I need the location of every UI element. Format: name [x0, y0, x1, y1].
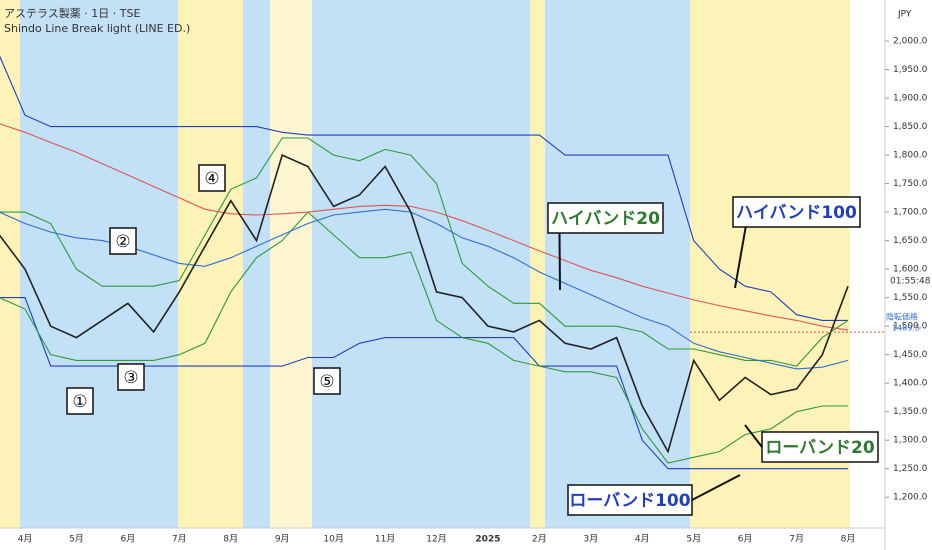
label-box — [732, 196, 861, 228]
series-line — [0, 55, 848, 321]
series-line — [0, 137, 849, 367]
x-tick-label: 9月 — [275, 534, 290, 545]
x-tick-label: 6月 — [121, 534, 136, 545]
y-tick-label: 1,500.0 — [893, 322, 928, 332]
y-tick-label: 1,700.0 — [893, 208, 928, 218]
annotation-box — [66, 387, 94, 415]
x-tick-label: 4月 — [18, 534, 33, 545]
y-tick-label: 1,900.0 — [893, 94, 928, 104]
shade — [545, 0, 690, 528]
shade — [530, 0, 545, 528]
shade — [312, 0, 530, 528]
shade — [20, 0, 178, 528]
chart-subtitle: Shindo Line Break light (LINE ED.) — [4, 22, 190, 35]
shade — [270, 0, 312, 528]
y-tick-label: 1,550.0 — [893, 293, 928, 303]
x-tick-label: 6月 — [738, 534, 753, 545]
price-tag-label: 陰転価格 — [886, 312, 918, 322]
annotation-box — [117, 363, 145, 391]
clock-bg — [886, 274, 932, 288]
series-label: ハイバンド20 — [551, 209, 660, 229]
y-tick-label: 1,750.0 — [893, 179, 928, 189]
y-tick-label: 1,400.0 — [893, 379, 928, 389]
label-arrow — [558, 232, 561, 291]
label-arrow — [691, 474, 741, 501]
label-box — [547, 202, 664, 234]
x-tick-label: 7月 — [789, 534, 804, 545]
label-arrow — [744, 424, 763, 448]
y-tick-label: 1,450.0 — [893, 350, 928, 360]
shade — [0, 0, 20, 528]
y-tick-label: 1,300.0 — [893, 436, 928, 446]
shade — [243, 0, 270, 528]
series-line — [0, 123, 849, 331]
x-tick-label: 5月 — [686, 534, 701, 545]
x-tick-label: 8月 — [223, 534, 238, 545]
currency: JPY — [897, 10, 912, 20]
y-tick-label: 1,850.0 — [893, 122, 928, 132]
background-shading — [0, 0, 850, 528]
y-tick-label: 1,650.0 — [893, 236, 928, 246]
y-tick-label: 1,600.0 — [893, 265, 928, 275]
annotation: ① — [72, 392, 87, 412]
y-tick-label: 1,950.0 — [893, 65, 928, 75]
x-tick-label: 11月 — [375, 534, 395, 545]
series-line — [0, 211, 848, 464]
clock: 01:55:48 — [890, 277, 931, 287]
y-tick-label: 1,200.0 — [893, 493, 928, 503]
annotation: ③ — [123, 368, 138, 388]
series-label: ローバンド100 — [569, 491, 690, 511]
x-tick-label: 7月 — [172, 534, 187, 545]
x-tick-label: 12月 — [426, 534, 446, 545]
annotation-box — [313, 367, 341, 395]
y-tick-label: 1,350.0 — [893, 407, 928, 417]
x-tick-label: 3月 — [583, 534, 598, 545]
annotation-box — [198, 164, 226, 192]
x-tick-label: 5月 — [69, 534, 84, 545]
x-tick-label: 8月 — [841, 534, 856, 545]
x-tick-label: 2025 — [475, 535, 500, 545]
series-line — [0, 154, 849, 454]
series-label: ローバンド20 — [765, 438, 875, 458]
annotation-box — [109, 227, 137, 255]
y-tick-label: 1,800.0 — [893, 151, 928, 161]
y-tick-label: 1,250.0 — [893, 464, 928, 474]
x-tick-label: 4月 — [635, 534, 650, 545]
annotation: ④ — [204, 169, 219, 189]
series-label: ハイバンド100 — [736, 203, 857, 223]
label-arrow — [734, 226, 747, 289]
x-tick-label: 10月 — [323, 534, 343, 545]
x-tick-label: 2月 — [532, 534, 547, 545]
annotation: ⑤ — [319, 372, 334, 392]
series-line — [0, 208, 849, 370]
y-tick-label: 2,000.0 — [893, 37, 928, 47]
price-tag-value: 1489.5 — [892, 324, 920, 333]
annotation: ② — [115, 232, 130, 252]
label-box — [567, 484, 693, 516]
chart-title: アステラス製薬 · 1日 · TSE — [4, 6, 140, 20]
